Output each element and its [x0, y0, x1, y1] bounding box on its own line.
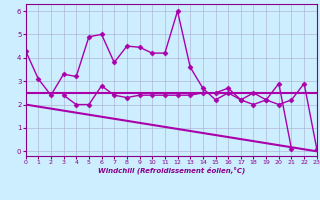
X-axis label: Windchill (Refroidissement éolien,°C): Windchill (Refroidissement éolien,°C): [98, 167, 245, 174]
